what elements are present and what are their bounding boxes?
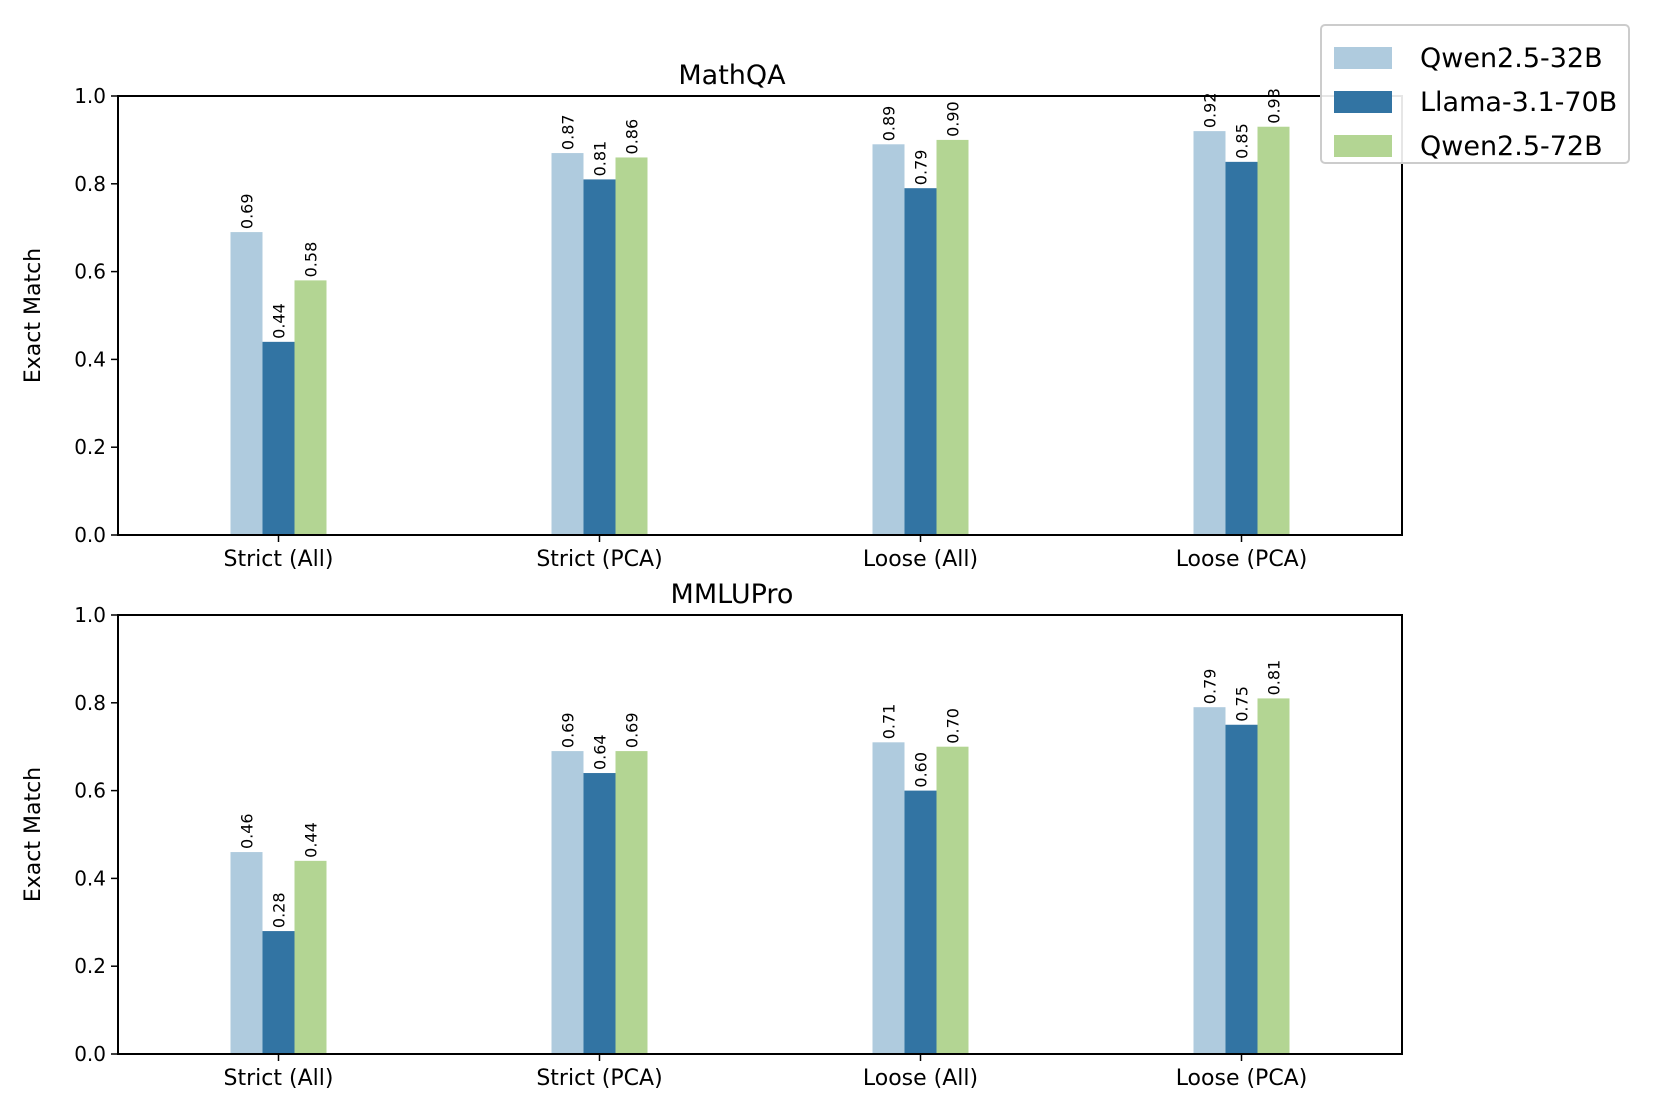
bar [615,157,648,535]
data-label: 0.81 [591,141,610,177]
y-tick-label: 0.8 [74,172,106,196]
data-label: 0.69 [559,712,578,748]
y-tick-label: 0.0 [74,1042,106,1066]
data-label: 0.46 [238,813,257,849]
y-tick-label: 0.6 [74,260,106,284]
chart-title: MMLUPro [671,579,794,610]
y-axis-label: Exact Match [21,767,46,902]
x-tick-label: Loose (All) [863,547,978,572]
bar [1257,698,1290,1054]
data-label: 0.85 [1233,123,1252,159]
data-label: 0.60 [912,752,931,788]
x-tick-label: Loose (PCA) [1176,1066,1308,1091]
bar [583,773,616,1054]
y-axis-label: Exact Match [21,248,46,383]
y-tick-label: 0.0 [74,523,106,547]
x-tick-label: Strict (PCA) [536,547,662,572]
data-label: 0.69 [238,193,257,229]
bar [1193,707,1226,1054]
data-label: 0.44 [302,822,321,858]
bar [583,179,616,535]
data-label: 0.71 [880,704,899,740]
bar [904,188,937,535]
legend-swatch [1334,91,1392,113]
legend-label: Llama-3.1-70B [1420,86,1618,118]
data-label: 0.28 [270,892,289,928]
y-tick-label: 0.2 [74,954,106,978]
axes-frame [117,95,1403,536]
legend-swatch [1334,47,1392,69]
legend-item-qwen72b: Qwen2.5-72B [1334,124,1628,168]
bar [936,746,969,1054]
bar [936,139,969,535]
bar [551,751,584,1054]
bar [904,790,937,1054]
y-tick-label: 1.0 [74,603,106,627]
data-label: 0.93 [1265,88,1284,124]
legend-swatch [1334,135,1392,157]
legend-item-llama70b: Llama-3.1-70B [1334,80,1628,124]
y-tick-label: 0.6 [74,779,106,803]
bar [294,860,327,1054]
y-tick-label: 1.0 [74,84,106,108]
data-label: 0.79 [1201,669,1220,705]
data-label: 0.81 [1265,660,1284,696]
bar [262,341,295,535]
bar [551,153,584,535]
legend-label: Qwen2.5-32B [1420,42,1603,74]
data-label: 0.79 [912,150,931,186]
data-label: 0.64 [591,734,610,770]
y-tick-label: 0.4 [74,347,106,371]
bar [1225,161,1258,535]
x-tick-label: Strict (All) [224,1066,334,1091]
bar [230,852,263,1054]
data-label: 0.70 [944,708,963,744]
x-tick-label: Strict (All) [224,547,334,572]
data-label: 0.89 [880,106,899,142]
bar [1257,126,1290,535]
data-label: 0.58 [302,242,321,278]
bar [294,280,327,535]
y-tick-label: 0.4 [74,866,106,890]
bar [1225,724,1258,1054]
bar [262,931,295,1054]
bar [1193,131,1226,535]
bar [615,751,648,1054]
chart-title: MathQA [678,60,786,91]
x-tick-label: Loose (All) [863,1066,978,1091]
x-tick-label: Strict (PCA) [536,1066,662,1091]
data-label: 0.86 [623,119,642,155]
legend-item-qwen32b: Qwen2.5-32B [1334,36,1628,80]
data-label: 0.87 [559,114,578,150]
x-tick-label: Loose (PCA) [1176,547,1308,572]
bar [872,144,905,536]
data-label: 0.69 [623,712,642,748]
y-tick-label: 0.8 [74,691,106,715]
legend: Qwen2.5-32B Llama-3.1-70B Qwen2.5-72B [1320,24,1630,164]
data-label: 0.90 [944,101,963,137]
bar [230,232,263,535]
data-label: 0.44 [270,303,289,339]
data-label: 0.75 [1233,686,1252,722]
bar [872,742,905,1054]
data-label: 0.92 [1201,92,1220,128]
y-tick-label: 0.2 [74,435,106,459]
chart-mathqa: 0.69 0.87 0.89 0.92 0.44 0.81 0.79 0.85 0.58 0.86… [21,60,1403,572]
chart-mmlupro: 0.46 0.69 0.71 0.79 0.28 0.64 0.60 0.75 0.44 0.69… [21,579,1403,1091]
axes-frame [117,614,1403,1055]
legend-label: Qwen2.5-72B [1420,130,1603,162]
